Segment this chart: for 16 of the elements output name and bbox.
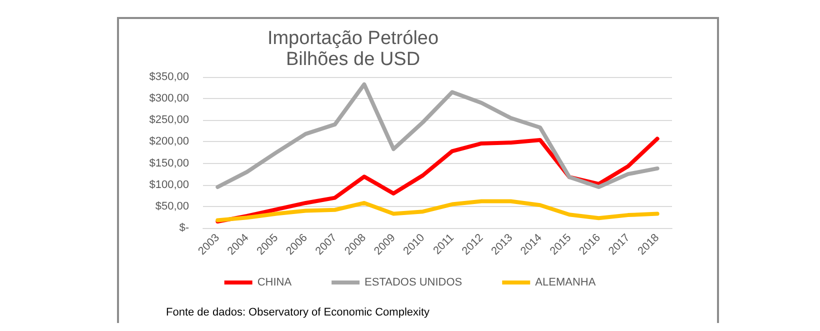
legend-label: CHINA (257, 276, 292, 288)
y-tick-label: $- (179, 222, 190, 234)
y-tick-label: $350,00 (149, 71, 189, 83)
chart-title: Importação Petróleo (267, 28, 439, 49)
line-series (216, 199, 660, 222)
source-note: Fonte de dados: Observatory of Economic Complexity (166, 306, 430, 318)
legend-label: ALEMANHA (535, 276, 596, 288)
y-tick-label: $50,00 (155, 200, 189, 212)
y-tick-label: $200,00 (149, 136, 189, 148)
chart-subtitle: Bilhões de USD (286, 49, 420, 70)
y-tick-label: $100,00 (149, 178, 189, 191)
y-tick-label: $250,00 (149, 114, 189, 126)
y-tick-label: $150,00 (149, 157, 189, 170)
line-series (216, 82, 660, 190)
legend-label: ESTADOS UNIDOS (364, 276, 462, 288)
y-tick-label: $300,00 (149, 92, 189, 105)
